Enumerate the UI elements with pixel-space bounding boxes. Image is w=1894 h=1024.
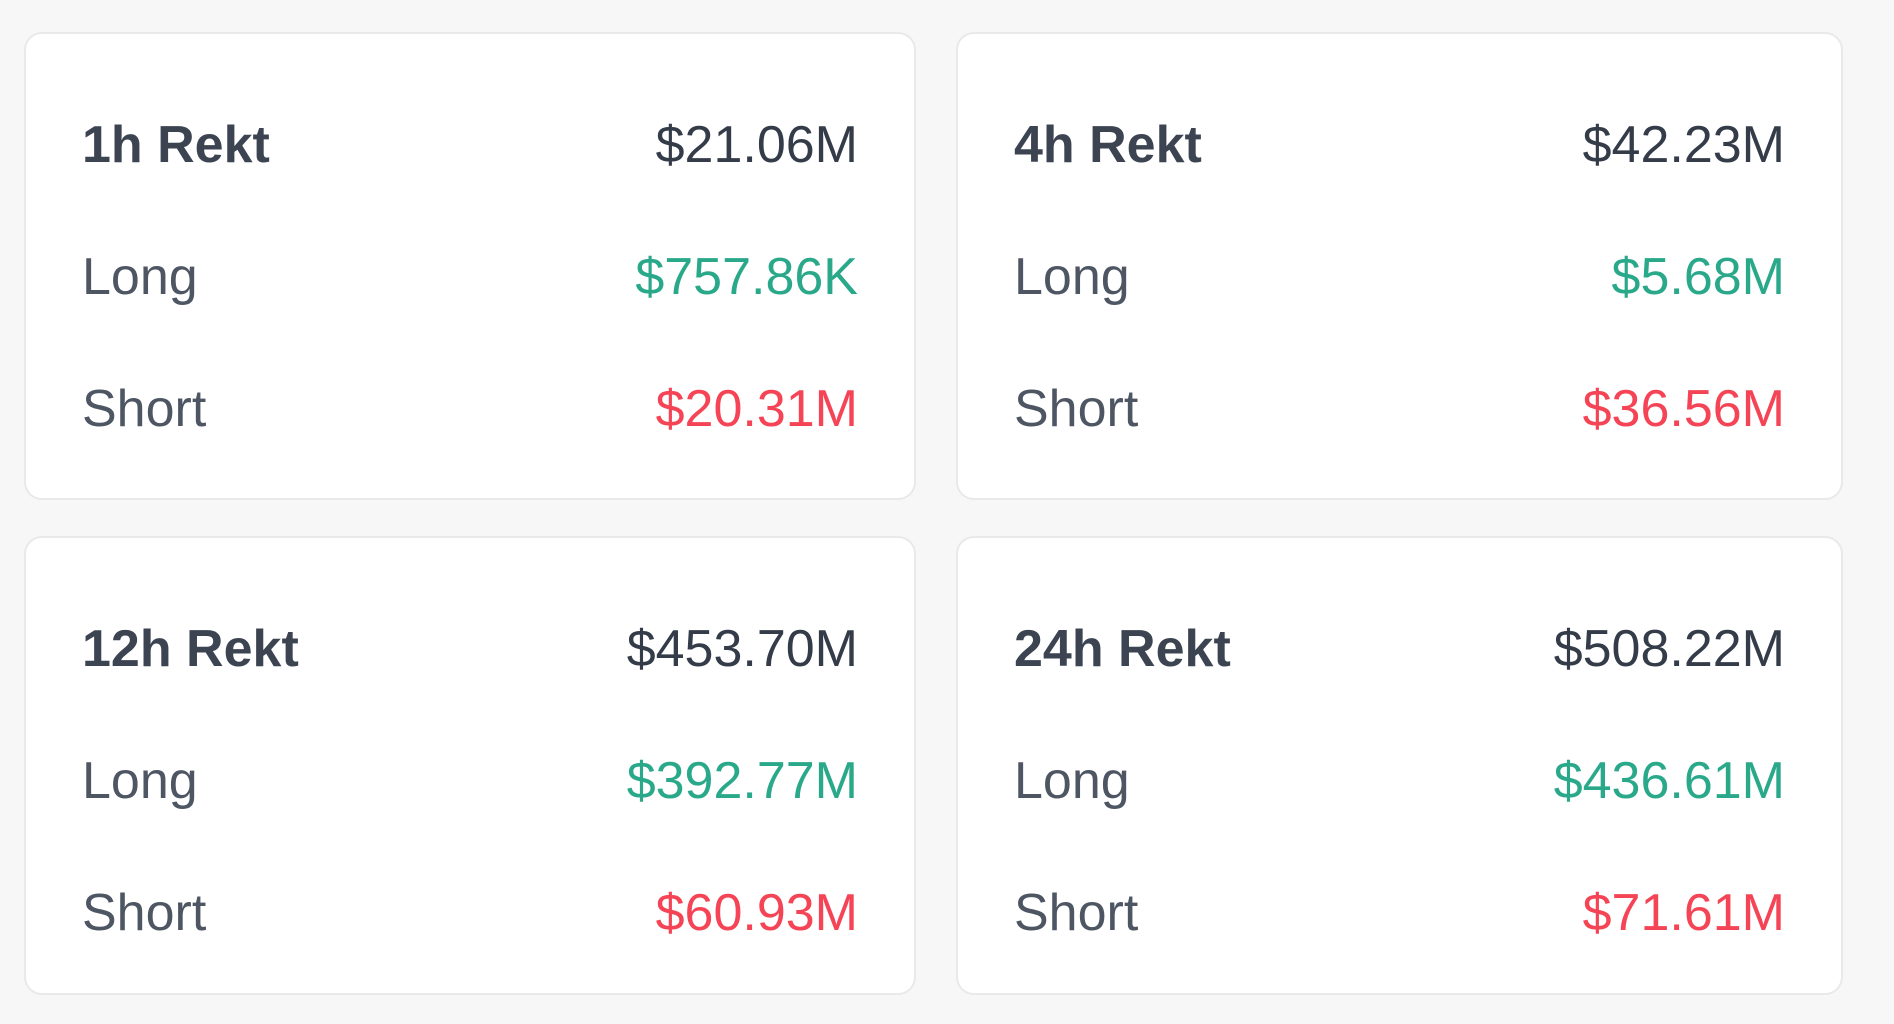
long-value: $392.77M xyxy=(626,752,858,810)
card-header-row: 24h Rekt $508.22M xyxy=(1014,618,1785,680)
short-value: $60.93M xyxy=(655,884,858,942)
total-rekt-value: $42.23M xyxy=(1582,116,1785,174)
rekt-card-24h: 24h Rekt $508.22M Long $436.61M Short $7… xyxy=(956,536,1843,995)
long-label: Long xyxy=(1014,752,1130,810)
card-title: 12h Rekt xyxy=(82,620,299,678)
short-value: $20.31M xyxy=(655,380,858,438)
card-header-row: 1h Rekt $21.06M xyxy=(82,114,858,176)
short-value: $71.61M xyxy=(1582,884,1785,942)
short-row: Short $60.93M xyxy=(82,882,858,944)
long-row: Long $436.61M xyxy=(1014,750,1785,812)
card-title: 4h Rekt xyxy=(1014,116,1202,174)
long-value: $436.61M xyxy=(1553,752,1785,810)
long-label: Long xyxy=(1014,248,1130,306)
long-row: Long $5.68M xyxy=(1014,246,1785,308)
long-label: Long xyxy=(82,248,198,306)
long-row: Long $392.77M xyxy=(82,750,858,812)
long-value: $757.86K xyxy=(635,248,858,306)
short-label: Short xyxy=(82,884,207,942)
short-label: Short xyxy=(82,380,207,438)
card-title: 1h Rekt xyxy=(82,116,270,174)
card-header-row: 12h Rekt $453.70M xyxy=(82,618,858,680)
long-label: Long xyxy=(82,752,198,810)
long-row: Long $757.86K xyxy=(82,246,858,308)
short-row: Short $71.61M xyxy=(1014,882,1785,944)
long-value: $5.68M xyxy=(1611,248,1785,306)
rekt-cards-grid: 1h Rekt $21.06M Long $757.86K Short $20.… xyxy=(24,32,1843,995)
short-value: $36.56M xyxy=(1582,380,1785,438)
short-row: Short $20.31M xyxy=(82,378,858,440)
rekt-card-12h: 12h Rekt $453.70M Long $392.77M Short $6… xyxy=(24,536,916,995)
total-rekt-value: $508.22M xyxy=(1553,620,1785,678)
short-label: Short xyxy=(1014,380,1139,438)
card-header-row: 4h Rekt $42.23M xyxy=(1014,114,1785,176)
short-row: Short $36.56M xyxy=(1014,378,1785,440)
rekt-card-4h: 4h Rekt $42.23M Long $5.68M Short $36.56… xyxy=(956,32,1843,500)
short-label: Short xyxy=(1014,884,1139,942)
total-rekt-value: $453.70M xyxy=(626,620,858,678)
total-rekt-value: $21.06M xyxy=(655,116,858,174)
card-title: 24h Rekt xyxy=(1014,620,1231,678)
rekt-card-1h: 1h Rekt $21.06M Long $757.86K Short $20.… xyxy=(24,32,916,500)
